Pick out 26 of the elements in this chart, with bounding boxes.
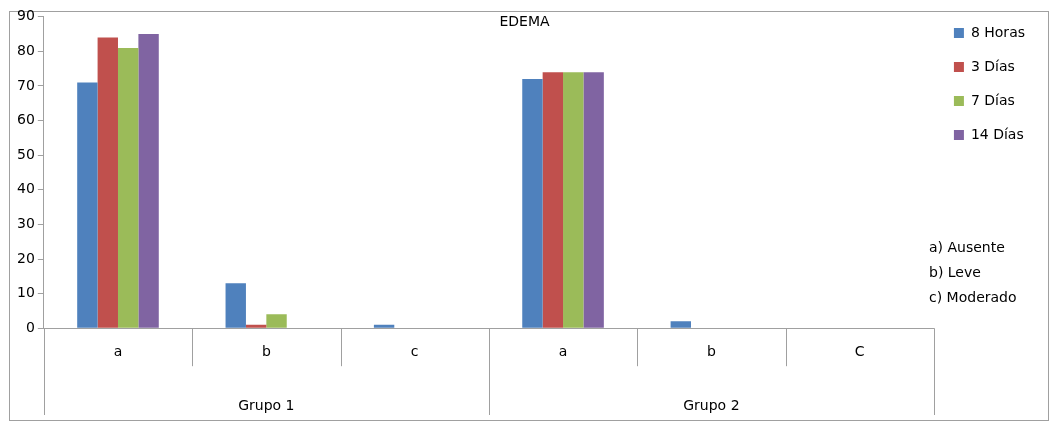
chart-title: EDEMA [499, 13, 550, 30]
legend-label: 8 Horas [970, 23, 1026, 40]
y-tick-label: 40 [16, 180, 35, 197]
x-tick-label: b [261, 343, 271, 360]
text: Grupo 2 [683, 396, 740, 413]
y-tick-label: 90 [16, 7, 35, 24]
y-tick-label: 60 [16, 111, 35, 128]
legend-label: 7 Días [970, 91, 1015, 108]
x-tick-label: c [410, 343, 419, 360]
y-tick-label: 20 [16, 249, 35, 266]
text: Grupo 1 [238, 396, 295, 413]
annotation: b) Leve [929, 263, 982, 282]
x-tick-label: a [113, 343, 123, 360]
legend-label: 3 Días [970, 57, 1015, 74]
x-tick-label: a [558, 343, 568, 360]
x-tick-label: C [854, 343, 865, 360]
y-tick-label: 50 [16, 145, 35, 162]
y-tick-label: 10 [16, 284, 35, 301]
y-tick-label: 70 [16, 76, 35, 93]
x-tick-label: b [706, 343, 716, 360]
legend-label: 14 Días [970, 125, 1024, 142]
y-tick-label: 0 [25, 318, 35, 335]
y-tick-label: 80 [16, 42, 35, 59]
annotation: c) Moderado [929, 288, 1017, 307]
annotation: a) Ausente [929, 238, 1006, 257]
y-tick-label: 30 [16, 215, 35, 232]
